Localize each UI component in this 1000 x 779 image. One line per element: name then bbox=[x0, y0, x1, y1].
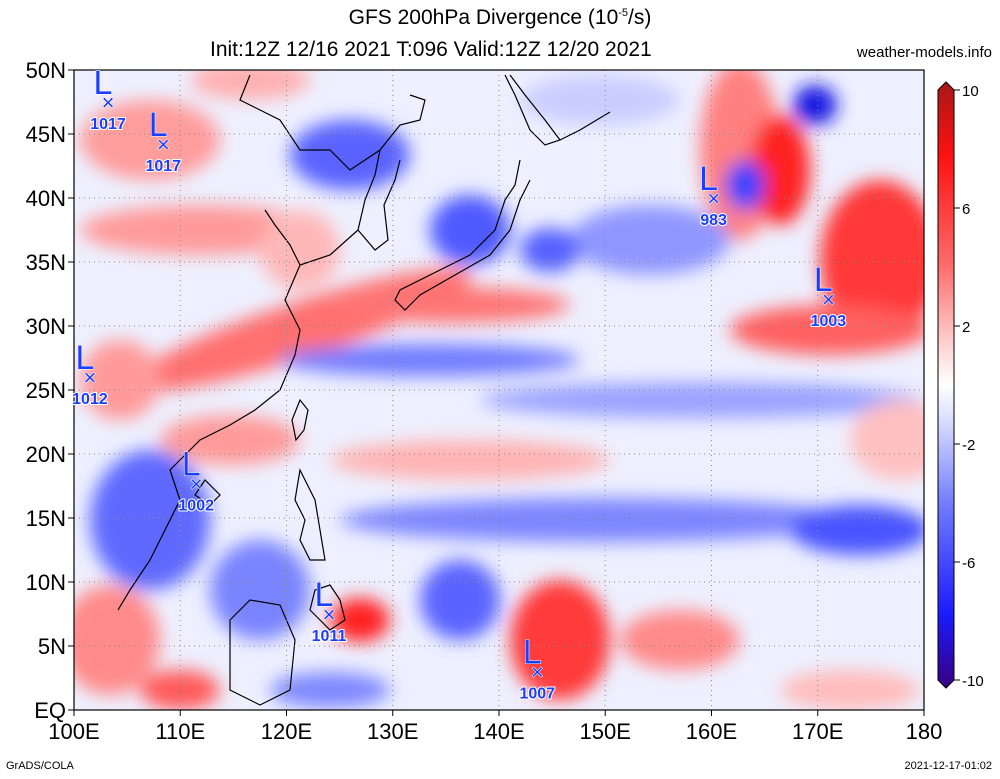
chart-title-unit: /s) bbox=[628, 6, 652, 29]
low-symbol: L bbox=[523, 634, 542, 672]
low-marker: × bbox=[102, 90, 115, 115]
lat-tick-label: 40N bbox=[26, 186, 66, 211]
lat-tick-label: 15N bbox=[26, 506, 66, 531]
lat-tick-label: 10N bbox=[26, 570, 66, 595]
low-center: L×1003 bbox=[810, 261, 848, 332]
low-symbol: L bbox=[814, 261, 833, 299]
lon-tick-label: 140E bbox=[473, 719, 524, 744]
low-symbol: L bbox=[94, 64, 113, 102]
colorbar-tick-label: 10 bbox=[962, 83, 979, 100]
colorbar-tick-label: -10 bbox=[962, 673, 984, 690]
lat-tick-label: 30N bbox=[26, 314, 66, 339]
low-pressure-value: 1011 bbox=[312, 628, 347, 645]
low-pressure-value: 1002 bbox=[178, 497, 214, 514]
lon-tick-label: 170E bbox=[792, 719, 843, 744]
low-symbol: L bbox=[75, 339, 94, 377]
low-pressure-value: 983 bbox=[700, 212, 727, 229]
footer-timestamp: 2021-12-17-01:02 bbox=[904, 760, 992, 772]
low-marker: × bbox=[190, 471, 203, 496]
low-marker: × bbox=[822, 287, 835, 312]
low-marker: × bbox=[531, 660, 544, 685]
low-center: L×1012 bbox=[71, 339, 109, 410]
graticule bbox=[74, 70, 924, 710]
colorbar-tick-label: 2 bbox=[962, 319, 970, 336]
lon-tick-label: 160E bbox=[686, 719, 737, 744]
lon-tick-label: 110E bbox=[155, 719, 205, 744]
lat-tick-label: 45N bbox=[26, 122, 66, 147]
low-center: L×983 bbox=[699, 160, 728, 231]
colorbar: 10 6 2 -2 -6 -10 bbox=[937, 81, 984, 690]
low-symbol: L bbox=[182, 445, 201, 483]
colorbar-tick-label: -2 bbox=[962, 437, 975, 454]
low-center: L×1017 bbox=[144, 106, 182, 177]
low-marker: × bbox=[323, 602, 336, 627]
lon-tick-label: 100E bbox=[48, 719, 99, 744]
lat-tick-label: EQ bbox=[34, 698, 66, 723]
lon-tick-label: 150E bbox=[580, 719, 631, 744]
low-pressure-value: 1007 bbox=[519, 686, 555, 703]
low-pressure-value: 1017 bbox=[145, 158, 181, 175]
footer-software: GrADS/COLA bbox=[6, 760, 74, 772]
site-credit[interactable]: weather-models.info bbox=[856, 44, 992, 61]
low-center: L×1017 bbox=[89, 64, 127, 135]
coastlines bbox=[117, 74, 611, 706]
chart-title: GFS 200hPa Divergence (10-5/s) bbox=[0, 6, 1000, 30]
low-center: L×1011 bbox=[311, 576, 348, 647]
colorbar-ticks: 10 6 2 -2 -6 -10 bbox=[954, 83, 984, 690]
chart-subtitle: Init:12Z 12/16 2021 T:096 Valid:12Z 12/2… bbox=[210, 38, 652, 61]
low-marker: × bbox=[157, 132, 170, 157]
low-marker: × bbox=[707, 186, 720, 211]
chart-title-exponent: -5 bbox=[618, 7, 629, 19]
colorbar-tick-label: 6 bbox=[962, 201, 970, 218]
field-layer bbox=[74, 70, 924, 710]
low-pressure-value: 1003 bbox=[811, 313, 847, 330]
low-pressure-value: 1012 bbox=[72, 391, 108, 408]
low-center: L×1007 bbox=[518, 633, 556, 704]
colorbar-gradient bbox=[937, 81, 955, 689]
lon-tick-label: 180 bbox=[906, 719, 943, 744]
low-symbol: L bbox=[699, 160, 718, 198]
lat-tick-label: 25N bbox=[26, 378, 66, 403]
lon-tick-label: 120E bbox=[261, 719, 312, 744]
lat-tick-label: 35N bbox=[26, 250, 66, 275]
lat-tick-label: 50N bbox=[26, 58, 66, 83]
map-axes: 100E 110E 120E 130E 140E 150E 160E 170E 180 50N 45… bbox=[26, 58, 943, 744]
low-marker: × bbox=[84, 365, 97, 390]
low-center: L×1002 bbox=[177, 445, 215, 516]
chart-title-text: GFS 200hPa Divergence (10 bbox=[348, 6, 619, 29]
lat-tick-label: 20N bbox=[26, 442, 66, 467]
low-symbol: L bbox=[315, 576, 334, 614]
lat-tick-label: 5N bbox=[38, 634, 66, 659]
low-pressure-value: 1017 bbox=[90, 116, 126, 133]
low-symbol: L bbox=[149, 106, 168, 144]
colorbar-tick-label: -6 bbox=[962, 555, 975, 572]
lon-tick-label: 130E bbox=[367, 719, 418, 744]
